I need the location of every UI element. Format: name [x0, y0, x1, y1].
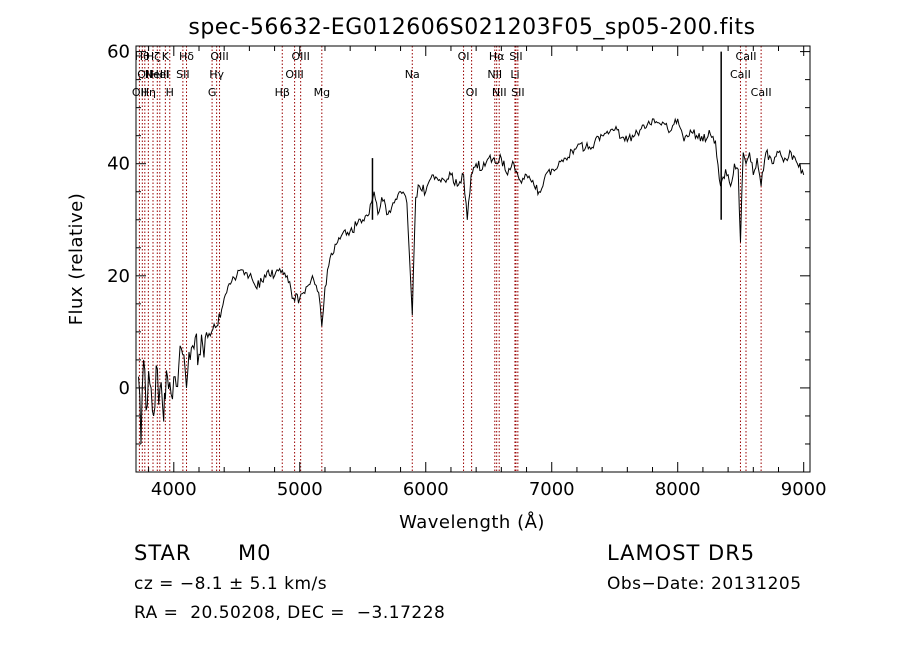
line-marker-label: Li — [510, 68, 519, 81]
line-marker-label: NII — [487, 68, 502, 81]
x-tick-label: 9000 — [781, 479, 827, 500]
line-marker-label: Hα — [489, 50, 505, 63]
line-marker-lines — [138, 46, 762, 472]
line-marker-label: CaII — [730, 68, 751, 81]
y-tick-label: 40 — [107, 154, 130, 175]
line-marker-label: Hδ — [179, 50, 194, 63]
y-tick-label: 0 — [119, 378, 130, 399]
plot-series — [138, 51, 805, 445]
y-tick-label: 60 — [107, 42, 130, 63]
redshift-text: cz = −8.1 ± 5.1 km/s — [134, 574, 328, 594]
observation-date: Obs−Date: 20131205 — [607, 574, 802, 594]
line-marker-label: Mg — [314, 86, 330, 99]
y-axis-ticks: 0 20 40 60 — [107, 42, 810, 445]
x-tick-label: 4000 — [151, 479, 197, 500]
line-marker-label: K — [162, 50, 170, 63]
y-axis-label: Flux (relative) — [66, 193, 87, 326]
line-marker-label: Hζ — [146, 50, 160, 63]
line-marker-label: Na — [405, 68, 420, 81]
line-marker-labels: OIIHθOIIHηHζNeIIIHeIKHSIIHδGHγOIIIHβOIII… — [132, 50, 772, 99]
line-marker-label: Hη — [141, 86, 156, 99]
line-marker-label: OII — [137, 68, 152, 81]
line-marker-label: Hθ — [135, 50, 150, 63]
line-marker-label: Hβ — [275, 86, 290, 99]
line-marker-label: CaII — [736, 50, 757, 63]
line-marker-label: OIII — [291, 50, 309, 63]
object-class: STAR — [134, 541, 192, 565]
line-marker-label: OI — [458, 50, 470, 63]
line-marker-label: NeIII — [145, 68, 170, 81]
x-tick-label: 5000 — [277, 479, 323, 500]
line-marker-label: Hγ — [209, 68, 224, 81]
line-marker-label: OI — [466, 86, 478, 99]
coordinates-text: RA = 20.50208, DEC = −3.17228 — [134, 603, 446, 623]
x-tick-label: 8000 — [655, 479, 701, 500]
x-axis-ticks: 4000 5000 6000 7000 8000 9000 — [148, 46, 827, 500]
line-marker-label: H — [166, 86, 174, 99]
subclass: M0 — [238, 541, 272, 565]
plot-frame — [135, 45, 811, 473]
x-tick-label: 7000 — [529, 479, 575, 500]
line-marker-label: OIII — [210, 50, 228, 63]
line-marker-label: HeI — [151, 68, 169, 81]
line-marker-label: SII — [176, 68, 189, 81]
line-marker-label: G — [208, 86, 217, 99]
line-marker-label: SII — [511, 86, 524, 99]
line-marker-label: CaII — [751, 86, 772, 99]
line-marker-label: SII — [509, 50, 522, 63]
x-tick-label: 6000 — [403, 479, 449, 500]
y-tick-label: 20 — [107, 266, 130, 287]
spectrum-line — [138, 117, 805, 445]
line-marker-label: NII — [492, 86, 507, 99]
line-marker-label: OIII — [285, 68, 303, 81]
chart-title: spec-56632-EG012606S021203F05_sp05-200.f… — [188, 15, 755, 40]
x-axis-label: Wavelength (Å) — [399, 511, 545, 533]
survey-name: LAMOST DR5 — [607, 541, 756, 565]
